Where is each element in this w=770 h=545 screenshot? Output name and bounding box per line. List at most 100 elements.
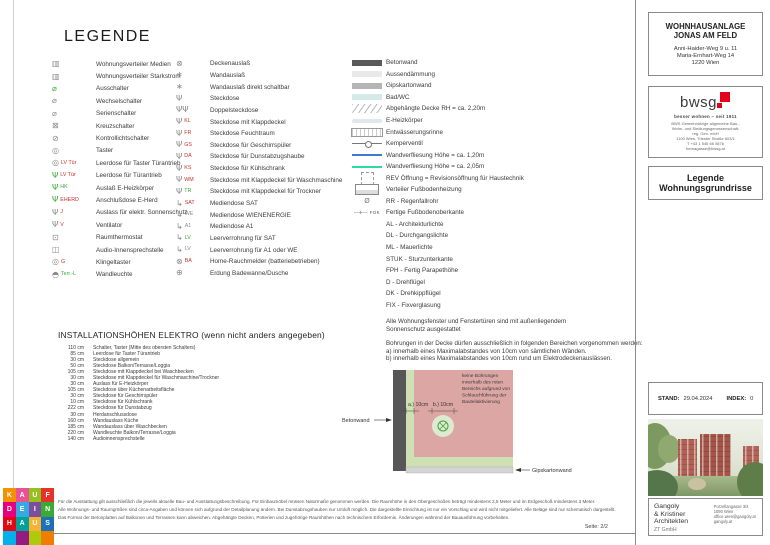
diagram-note-line: Schlauchführung der xyxy=(462,393,507,399)
legend-swatch-area xyxy=(348,82,386,89)
legend-symbol-area: ⊘ xyxy=(48,134,96,143)
project-address-line: Maria-Ernhart-Weg 14 xyxy=(676,53,735,59)
legend-label: Steckdose für Dunstabzugshaube xyxy=(210,153,305,161)
legend-label: Mediendose SAT xyxy=(210,200,258,207)
legend-row: Ψ TR Steckdose mit Klappdeckel für Trock… xyxy=(176,186,348,198)
note-line: Bohrungen in der Decke dürfen ausschließ… xyxy=(386,340,643,348)
install-height-row: 30 cm Steckdose für Geschirrspüler xyxy=(58,393,348,399)
legend-symbol-icon: ↳ xyxy=(176,221,183,231)
legend-label: Leerverrohrung für SAT xyxy=(210,234,276,242)
kdh-cell: U xyxy=(28,516,42,531)
legend-row: D - Drehflügel xyxy=(348,276,634,288)
legend-symbol-tag: DA xyxy=(184,153,192,160)
legend-symbol-icon: Ψ xyxy=(52,170,59,180)
legend-symbol-tag: FR xyxy=(184,130,192,136)
index-value: 0 xyxy=(750,395,754,402)
kdh-cell: K xyxy=(3,488,16,503)
install-height-label: Schalter, Taster (Mitte des obersten Sch… xyxy=(93,345,196,352)
betonwand-bar xyxy=(393,370,406,471)
kdh-cell: E xyxy=(15,502,29,517)
legend-symbol-icon: ◎ xyxy=(52,257,59,267)
drilling-zone-diagram: a.) 10cm b.) 10cm keine Bohrungen innerh… xyxy=(342,370,572,474)
install-height-label: Wandauslass über Waschbecken xyxy=(93,423,167,430)
kdh-cell: D xyxy=(3,502,16,517)
legend-symbol-tag: J xyxy=(60,209,63,216)
sheet-left-border xyxy=(13,0,14,533)
legend-symbol-area: ◎ G xyxy=(48,258,96,266)
legend-symbol-area: Ψ FR xyxy=(176,128,210,138)
legend-row: ◎ Taster xyxy=(48,145,228,157)
legend-swatch: Ø xyxy=(364,196,370,205)
legend-row: ▥ Wohnungsverteiler Medien xyxy=(48,58,228,70)
architect-address: Porzellangasse 3/4 1090 Wien office.wien@g… xyxy=(714,503,757,531)
legend-label: Steckdose xyxy=(210,95,240,103)
legend-swatch xyxy=(355,184,379,196)
legend-symbol-tag: LV xyxy=(184,246,191,253)
legend-swatch-area xyxy=(348,59,386,66)
legend-swatch: —✛— FOK xyxy=(353,209,381,215)
legend-label: Wandauslaß direkt schaltbar xyxy=(210,83,290,91)
legend-label: Wohnungsverteiler Medien xyxy=(96,60,171,68)
legend-symbol-area: ⌀ xyxy=(48,83,96,93)
gipskarton-bar xyxy=(405,466,514,474)
legend-label: Home-Rauchmelder (batteriebetrieben) xyxy=(210,258,320,266)
legend-symbol-area: ◫ xyxy=(48,246,96,254)
install-height-label: Steckdose allgemein xyxy=(93,357,140,364)
legend-symbol-icon: ⊗ xyxy=(176,58,183,68)
architect-name-line: Gangoly xyxy=(654,503,680,510)
legend-symbol-area: ⌀ xyxy=(48,97,96,105)
legend-row: Entwässerungsrinne xyxy=(348,126,634,138)
legend-row: ⊗ Deckenauslaß xyxy=(176,58,348,70)
legend-column-1: ▥ Wohnungsverteiler Medien ▥ Wohnungsver… xyxy=(48,58,228,281)
legend-symbol-tag: GS xyxy=(184,141,192,148)
legend-label: Leerdose für Türantrieb xyxy=(96,172,162,180)
legend-row: ▥ Wohnungsverteiler Starkstrom xyxy=(48,70,228,82)
legend-symbol-area: ◓ Terr.-L xyxy=(48,270,96,279)
legend-label: Kreuzschalter xyxy=(96,122,135,130)
architect-address-line: office.wien@gangoly.at xyxy=(713,514,756,519)
legend-label: Entwässerungsrinne xyxy=(386,128,444,136)
legend-symbol-icon: Ψ xyxy=(176,128,183,138)
legend-label: FIX - Fixverglasung xyxy=(386,301,441,309)
legend-symbol-tag: LV xyxy=(184,234,191,241)
legend-symbol-tag: LV Tür xyxy=(60,172,76,179)
install-height-label: Steckdose für Geschirrspüler xyxy=(93,393,158,400)
legend-symbol-area: ⌀ xyxy=(48,109,96,118)
note-line: Alle Wohnungsfenster und Fenstertüren si… xyxy=(386,318,567,326)
stand-index-box: STAND: 29.04.2024 INDEX: 0 xyxy=(648,382,763,415)
install-height-label: Herdanschlussdose xyxy=(93,411,137,418)
project-title-box: WOHNHAUSANLAGE JONAS AM FELD Anni-Haider… xyxy=(648,12,763,76)
sheet-name-box: Legende Wohnungsgrundrisse xyxy=(648,166,763,200)
legend-symbol-icon: ⌀ xyxy=(52,83,57,93)
legend-symbol-area: Ψ V xyxy=(48,221,96,229)
install-height-row: 110 cm Schalter, Taster (Mitte des obers… xyxy=(58,345,348,351)
ceiling-outlet-icon xyxy=(437,420,449,432)
install-height-value: 140 cm xyxy=(67,435,84,442)
legend-row: ∗ Wandauslaß direkt schaltbar xyxy=(176,81,348,93)
legend-row: DL - Durchgangslichte xyxy=(348,230,634,242)
legend-symbol-icon: Ψ xyxy=(176,151,183,161)
install-height-row: 105 cm Steckdose mit Klappdeckel bei Was… xyxy=(58,369,348,375)
legend-row: Wandverfliesung Höhe = ca. 1,20m xyxy=(348,149,634,161)
fine-print-line: Für die Ausstattung gilt ausschließlich … xyxy=(58,499,596,504)
legend-label: Kontrollichtschalter xyxy=(96,135,150,143)
legend-row: ↳ SAT Mediendose SAT xyxy=(176,198,348,210)
legend-row: ◫ Audio-Innensprechstelle xyxy=(48,244,228,256)
bwsg-logo: bwsg xyxy=(680,92,731,110)
legend-swatch-area xyxy=(348,165,386,168)
legend-label: D - Drehflügel xyxy=(386,278,425,286)
legend-swatch xyxy=(351,127,383,137)
legend-swatch-area xyxy=(348,127,386,137)
install-height-row: 185 cm Wandauslass über Waschbecken xyxy=(58,424,348,430)
legend-label: Kemperventil xyxy=(386,140,423,148)
install-height-row: 10 cm Steckdose für Kühlschrank xyxy=(58,399,348,405)
note-bohrungen: Bohrungen in der Decke dürfen ausschließ… xyxy=(348,340,643,363)
legend-symbol-tag: KL xyxy=(184,118,191,125)
index-label: INDEX: xyxy=(726,395,747,402)
legend-symbol-icon: ▥ xyxy=(52,71,60,81)
install-height-value: 222 cm xyxy=(67,405,84,412)
legend-swatch-list: Betonwand Aussendämmung Gipskartonwand xyxy=(348,57,634,311)
legend-row: Ψ V Ventilator xyxy=(48,219,228,231)
install-height-label: Wandleuchte Balkon/Terrasse/Loggia xyxy=(93,429,176,436)
